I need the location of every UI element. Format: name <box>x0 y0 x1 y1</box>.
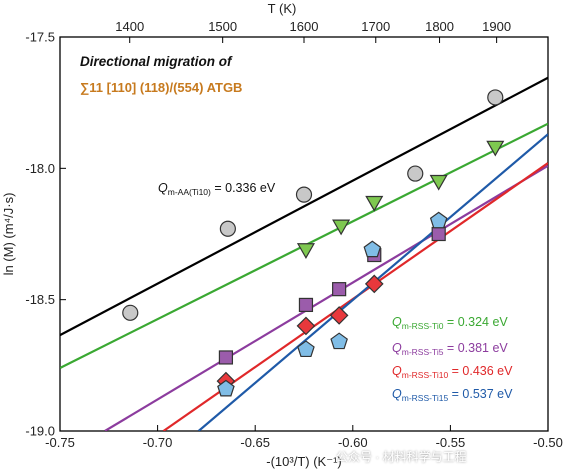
x-axis-title: -(10³/T) (K⁻¹) <box>266 454 341 469</box>
top-tick-label: 1400 <box>115 19 144 34</box>
fit-line-RSS-Ti5 <box>104 164 548 431</box>
marker-RSS-Ti0 <box>486 140 505 157</box>
fit-line-AA-Ti10 <box>60 76 548 337</box>
top-tick-label: 1700 <box>361 19 390 34</box>
data-markers <box>122 89 505 397</box>
top-tick-label: 1800 <box>425 19 454 34</box>
y-tick-label: -18.5 <box>25 292 55 307</box>
marker-RSS-Ti10 <box>296 316 316 336</box>
marker-RSS-Ti15 <box>363 240 382 258</box>
axis-ticks: -0.75 -0.70 -0.65 -0.60 -0.55 -0.50 -19.0 -18.5… <box>25 19 562 450</box>
q-label-AA-Ti10: Qm-AA(Ti10) = 0.336 eV <box>158 181 276 197</box>
y-tick-label: -17.5 <box>25 30 55 45</box>
y-tick-label: -19.0 <box>25 424 55 439</box>
marker-AA-Ti10 <box>219 220 236 237</box>
activation-energy-labels: Qm-AA(Ti10) = 0.336 eV Qm-RSS-Ti0 = 0.324… <box>158 181 513 403</box>
top-tick-label: 1900 <box>482 19 511 34</box>
top-tick-label: 1600 <box>290 19 319 34</box>
y-axis-title: ln (M) (m⁴/J·s) <box>1 193 16 276</box>
x-tick-label: -0.70 <box>143 435 173 450</box>
watermark: 公众号 · 材料科学与工程 <box>336 450 467 464</box>
marker-RSS-Ti5 <box>298 297 314 313</box>
marker-RSS-Ti0 <box>332 219 351 236</box>
marker-RSS-Ti15 <box>429 211 448 229</box>
marker-RSS-Ti15 <box>330 332 348 350</box>
marker-RSS-Ti10 <box>364 274 384 294</box>
marker-RSS-Ti10 <box>329 306 349 325</box>
top-axis-title: T (K) <box>268 1 297 16</box>
marker-AA-Ti10 <box>122 304 139 321</box>
x-tick-label: -0.75 <box>45 435 75 450</box>
q-label-RSS-Ti0: Qm-RSS-Ti0 = 0.324 eV <box>392 315 508 331</box>
y-tick-label: -18.0 <box>25 161 55 176</box>
marker-RSS-Ti5 <box>332 282 347 297</box>
marker-AA-Ti10 <box>487 89 504 106</box>
marker-AA-Ti10 <box>407 165 424 182</box>
marker-RSS-Ti5 <box>431 226 446 242</box>
x-tick-label: -0.55 <box>436 435 466 450</box>
marker-RSS-Ti15 <box>297 340 315 358</box>
x-tick-label: -0.60 <box>338 435 368 450</box>
q-label-RSS-Ti10: Qm-RSS-Ti10 = 0.436 eV <box>392 364 513 380</box>
marker-AA-Ti10 <box>295 186 313 203</box>
q-label-RSS-Ti5: Qm-RSS-Ti5 = 0.381 eV <box>392 341 508 357</box>
top-tick-label: 1500 <box>208 19 237 34</box>
marker-RSS-Ti0 <box>296 243 315 259</box>
marker-RSS-Ti0 <box>429 174 448 191</box>
annotation-boundary: ∑11 [110] (118)/(554) ATGB <box>80 80 242 95</box>
marker-RSS-Ti15 <box>217 379 235 397</box>
marker-RSS-Ti5 <box>218 350 234 365</box>
q-label-RSS-Ti15: Qm-RSS-Ti15 = 0.537 eV <box>392 387 513 403</box>
x-tick-label: -0.65 <box>240 435 270 450</box>
marker-RSS-Ti0 <box>365 195 384 212</box>
x-tick-label: -0.50 <box>533 435 563 450</box>
annotation-title: Directional migration of <box>80 54 233 69</box>
